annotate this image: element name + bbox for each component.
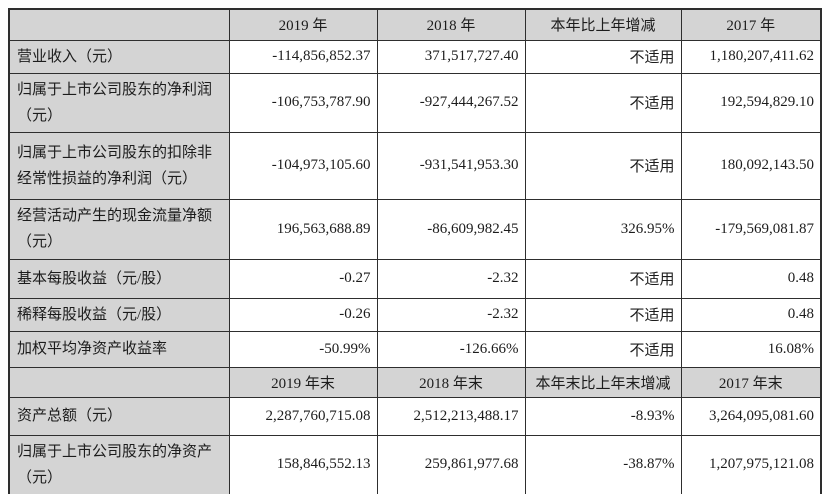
col-header-2019: 2019 年 xyxy=(228,8,378,41)
header-row-yearend: 2019 年末 2018 年末 本年末比上年末增减 2017 年末 xyxy=(8,366,822,398)
cell-value: -0.27 xyxy=(228,258,378,299)
header-empty-cell xyxy=(8,366,230,398)
cell-value: 不适用 xyxy=(524,330,682,368)
row-label: 归属于上市公司股东的净利润（元） xyxy=(8,72,230,133)
cell-value: -114,856,852.37 xyxy=(228,39,378,74)
cell-value: 16.08% xyxy=(680,330,822,368)
cell-value: -50.99% xyxy=(228,330,378,368)
cell-value: 0.48 xyxy=(680,258,822,299)
table-row-weighted-avg-roe: 加权平均净资产收益率 -50.99% -126.66% 不适用 16.08% xyxy=(8,330,822,368)
cell-value: -104,973,105.60 xyxy=(228,131,378,200)
table-row-net-profit-excl-nonrecurring: 归属于上市公司股东的扣除非经常性损益的净利润（元） -104,973,105.6… xyxy=(8,131,822,200)
cell-value: 180,092,143.50 xyxy=(680,131,822,200)
cell-value: -0.26 xyxy=(228,297,378,332)
table-row-net-profit: 归属于上市公司股东的净利润（元） -106,753,787.90 -927,44… xyxy=(8,72,822,133)
cell-value: -106,753,787.90 xyxy=(228,72,378,133)
cell-value: 259,861,977.68 xyxy=(376,434,526,494)
cell-value: 不适用 xyxy=(524,297,682,332)
row-label: 资产总额（元） xyxy=(8,396,230,436)
table-row-basic-eps: 基本每股收益（元/股） -0.27 -2.32 不适用 0.48 xyxy=(8,258,822,299)
col-header-2017: 2017 年 xyxy=(680,8,822,41)
col-header-yearend-change: 本年末比上年末增减 xyxy=(524,366,682,398)
cell-value: 1,207,975,121.08 xyxy=(680,434,822,494)
table-row-operating-cash-flow: 经营活动产生的现金流量净额（元） 196,563,688.89 -86,609,… xyxy=(8,198,822,260)
cell-value: 192,594,829.10 xyxy=(680,72,822,133)
row-label: 经营活动产生的现金流量净额（元） xyxy=(8,198,230,260)
cell-value: -927,444,267.52 xyxy=(376,72,526,133)
header-row-annual: 2019 年 2018 年 本年比上年增减 2017 年 xyxy=(8,8,822,41)
table-row-total-assets: 资产总额（元） 2,287,760,715.08 2,512,213,488.1… xyxy=(8,396,822,436)
cell-value: 不适用 xyxy=(524,131,682,200)
cell-value: 196,563,688.89 xyxy=(228,198,378,260)
row-label: 加权平均净资产收益率 xyxy=(8,330,230,368)
cell-value: 不适用 xyxy=(524,39,682,74)
cell-value: -126.66% xyxy=(376,330,526,368)
cell-value: -2.32 xyxy=(376,258,526,299)
col-header-2018: 2018 年 xyxy=(376,8,526,41)
col-header-2019-end: 2019 年末 xyxy=(228,366,378,398)
cell-value: -2.32 xyxy=(376,297,526,332)
cell-value: 326.95% xyxy=(524,198,682,260)
cell-value: 0.48 xyxy=(680,297,822,332)
cell-value: 不适用 xyxy=(524,72,682,133)
cell-value: -931,541,953.30 xyxy=(376,131,526,200)
cell-value: 371,517,727.40 xyxy=(376,39,526,74)
row-label: 基本每股收益（元/股） xyxy=(8,258,230,299)
row-label: 归属于上市公司股东的净资产（元） xyxy=(8,434,230,494)
cell-value: 不适用 xyxy=(524,258,682,299)
cell-value: 158,846,552.13 xyxy=(228,434,378,494)
col-header-2017-end: 2017 年末 xyxy=(680,366,822,398)
table-row-diluted-eps: 稀释每股收益（元/股） -0.26 -2.32 不适用 0.48 xyxy=(8,297,822,332)
cell-value: 2,512,213,488.17 xyxy=(376,396,526,436)
table-row-revenue: 营业收入（元） -114,856,852.37 371,517,727.40 不… xyxy=(8,39,822,74)
header-empty-cell xyxy=(8,8,230,41)
cell-value: -8.93% xyxy=(524,396,682,436)
col-header-2018-end: 2018 年末 xyxy=(376,366,526,398)
cell-value: -86,609,982.45 xyxy=(376,198,526,260)
cell-value: 2,287,760,715.08 xyxy=(228,396,378,436)
cell-value: -38.87% xyxy=(524,434,682,494)
financial-summary-table: 2019 年 2018 年 本年比上年增减 2017 年 营业收入（元） -11… xyxy=(8,8,822,494)
table-row-net-assets: 归属于上市公司股东的净资产（元） 158,846,552.13 259,861,… xyxy=(8,434,822,494)
row-label: 营业收入（元） xyxy=(8,39,230,74)
cell-value: -179,569,081.87 xyxy=(680,198,822,260)
row-label: 归属于上市公司股东的扣除非经常性损益的净利润（元） xyxy=(8,131,230,200)
col-header-yoy-change: 本年比上年增减 xyxy=(524,8,682,41)
cell-value: 3,264,095,081.60 xyxy=(680,396,822,436)
cell-value: 1,180,207,411.62 xyxy=(680,39,822,74)
row-label: 稀释每股收益（元/股） xyxy=(8,297,230,332)
